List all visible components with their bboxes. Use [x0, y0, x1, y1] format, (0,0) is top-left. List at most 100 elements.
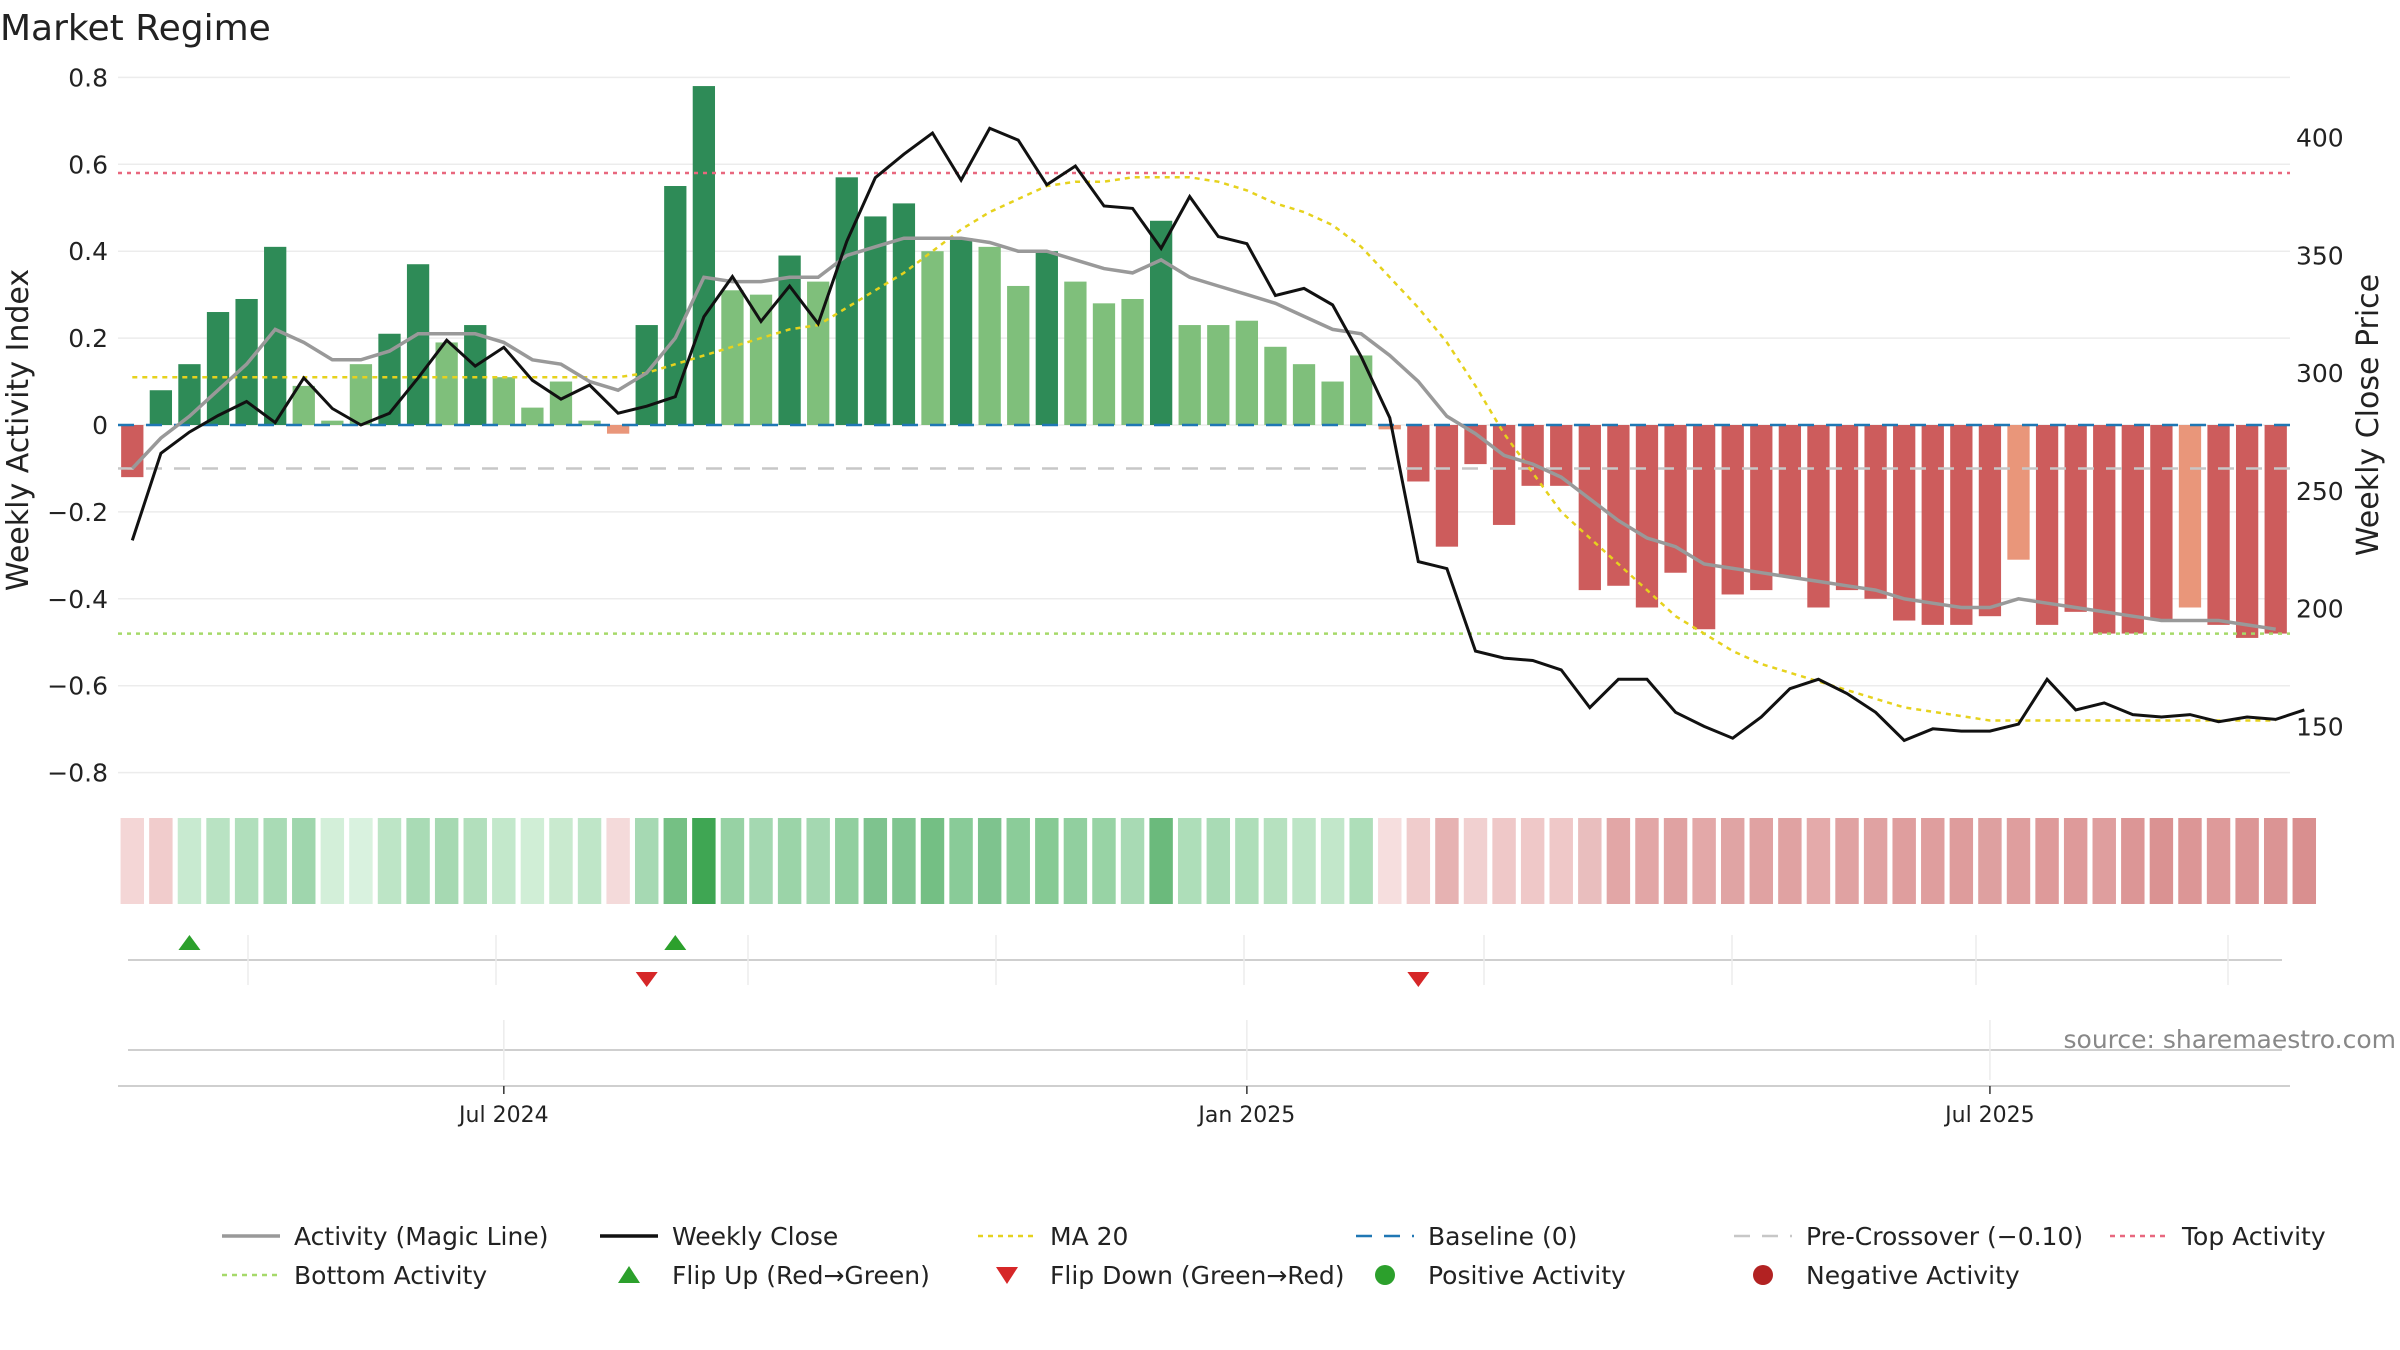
heat-cell-0	[120, 818, 145, 904]
activity-bar-27	[892, 203, 916, 425]
legend-item-6: Bottom Activity	[222, 1261, 487, 1290]
y2-tick-label-3: 250	[2296, 477, 2344, 506]
activity-bar-11	[435, 342, 458, 425]
heat-cell-59	[1806, 818, 1831, 904]
activity-bar-1	[149, 390, 173, 425]
timeline-panel: Jul 2024 Jan 2025 Jul 2025	[118, 1020, 2290, 1128]
heat-cell-49	[1520, 818, 1545, 904]
heat-cell-24	[806, 818, 830, 904]
legend-label-9: Positive Activity	[1428, 1261, 1626, 1290]
legend-item-2: MA 20	[978, 1222, 1128, 1251]
legend-item-0: Activity (Magic Line)	[222, 1222, 548, 1251]
ma20-line	[132, 176, 2276, 722]
heat-cell-28	[920, 818, 945, 904]
legend-item-9: Positive Activity	[1375, 1261, 1626, 1290]
activity-bar-25	[835, 177, 858, 425]
heat-cell-50	[1549, 818, 1573, 904]
activity-bar-14	[521, 407, 544, 425]
activity-bar-66	[2007, 425, 2030, 560]
heat-cell-52	[1606, 818, 1631, 904]
activity-bar-72	[2178, 425, 2202, 608]
activity-bar-49	[1521, 425, 1544, 486]
activity-bar-18	[635, 325, 658, 425]
legend-label-2: MA 20	[1050, 1222, 1128, 1251]
legend-label-1: Weekly Close	[672, 1222, 838, 1251]
activity-bar-59	[1807, 425, 1830, 608]
y2-tick-label-2: 300	[2296, 359, 2344, 388]
heat-cell-21	[720, 818, 745, 904]
activity-bar-37	[1178, 325, 1201, 425]
heat-cell-39	[1235, 818, 1259, 904]
activity-bar-55	[1692, 425, 1716, 630]
heat-cell-2	[177, 818, 202, 904]
activity-bar-74	[2235, 425, 2259, 638]
heat-cell-62	[1892, 818, 1916, 904]
heat-cell-41	[1292, 818, 1316, 904]
activity-bar-69	[2093, 425, 2116, 634]
activity-bar-28	[921, 251, 944, 425]
activity-bar-17	[606, 425, 630, 434]
legend-swatch-9	[1375, 1265, 1395, 1285]
heat-cell-37	[1177, 818, 1202, 904]
flip-up-marker-0	[178, 935, 201, 950]
heat-cell-7	[320, 818, 345, 904]
activity-bar-36	[1149, 220, 1173, 425]
legend-item-3: Baseline (0)	[1356, 1222, 1577, 1251]
activity-bar-42	[1321, 381, 1344, 425]
legend-item-4: Pre-Crossover (−0.10)	[1734, 1222, 2083, 1251]
activity-bar-7	[321, 420, 344, 425]
activity-bar-47	[1464, 425, 1487, 465]
legend-item-8: Flip Down (Green→Red)	[996, 1261, 1345, 1290]
activity-bar-39	[1235, 320, 1259, 425]
heat-cell-23	[777, 818, 802, 904]
activity-bar-5	[264, 246, 287, 425]
heat-cell-40	[1263, 818, 1288, 904]
activity-bar-21	[721, 290, 744, 425]
heat-cell-69	[2092, 818, 2116, 904]
activity-bar-15	[549, 381, 573, 425]
activity-bars	[121, 86, 2287, 638]
y2-axis-label: Weekly Close Price	[2351, 274, 2386, 556]
activity-bar-43	[1350, 355, 1373, 425]
activity-bar-65	[1978, 425, 2002, 617]
activity-bar-68	[2064, 425, 2087, 612]
legend-label-7: Flip Up (Red→Green)	[672, 1261, 930, 1290]
activity-bar-50	[1550, 425, 1573, 486]
activity-bar-73	[2207, 425, 2230, 625]
activity-bar-38	[1207, 325, 1230, 425]
activity-bar-41	[1292, 364, 1316, 425]
activity-bar-3	[206, 312, 230, 425]
heat-cell-34	[1092, 818, 1116, 904]
legend-label-6: Bottom Activity	[294, 1261, 487, 1290]
y2-tick-label-4: 200	[2296, 595, 2344, 624]
heat-cell-32	[1035, 818, 1059, 904]
heat-cell-26	[863, 818, 888, 904]
heat-cell-16	[577, 818, 602, 904]
y2-tick-label-1: 350	[2296, 241, 2344, 270]
activity-bar-70	[2121, 425, 2144, 634]
heat-cell-6	[292, 818, 316, 904]
heat-cell-51	[1578, 818, 1602, 904]
flip-down-marker-1	[1407, 972, 1430, 987]
series-lines	[130, 126, 2305, 743]
activity-bar-57	[1750, 425, 1773, 591]
weekly-close-line	[130, 126, 2305, 743]
activity-bar-13	[492, 377, 515, 425]
activity-bar-12	[464, 325, 487, 425]
heat-cell-35	[1120, 818, 1145, 904]
activity-bar-62	[1893, 425, 1916, 621]
activity-bar-29	[949, 238, 973, 425]
legend-label-8: Flip Down (Green→Red)	[1050, 1261, 1345, 1290]
heat-cell-67	[2035, 818, 2059, 904]
activity-bar-20	[692, 86, 716, 426]
heat-cell-74	[2235, 818, 2259, 904]
activity-bar-51	[1578, 425, 1601, 591]
heat-cell-33	[1063, 818, 1088, 904]
heat-cell-76	[2292, 818, 2317, 904]
heat-cell-73	[2206, 818, 2231, 904]
y-tick-label-4: 0	[92, 411, 108, 440]
activity-bar-71	[2150, 425, 2173, 621]
activity-bar-44	[1378, 425, 1401, 430]
heat-cell-30	[977, 818, 1002, 904]
